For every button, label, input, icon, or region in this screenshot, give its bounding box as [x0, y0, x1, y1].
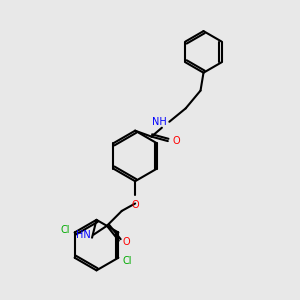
Text: O: O — [172, 136, 180, 146]
Text: O: O — [122, 237, 130, 247]
Text: NH: NH — [152, 117, 166, 127]
Text: Cl: Cl — [61, 224, 70, 235]
Text: O: O — [131, 200, 139, 210]
Text: Cl: Cl — [123, 256, 132, 266]
Text: HN: HN — [76, 230, 91, 240]
